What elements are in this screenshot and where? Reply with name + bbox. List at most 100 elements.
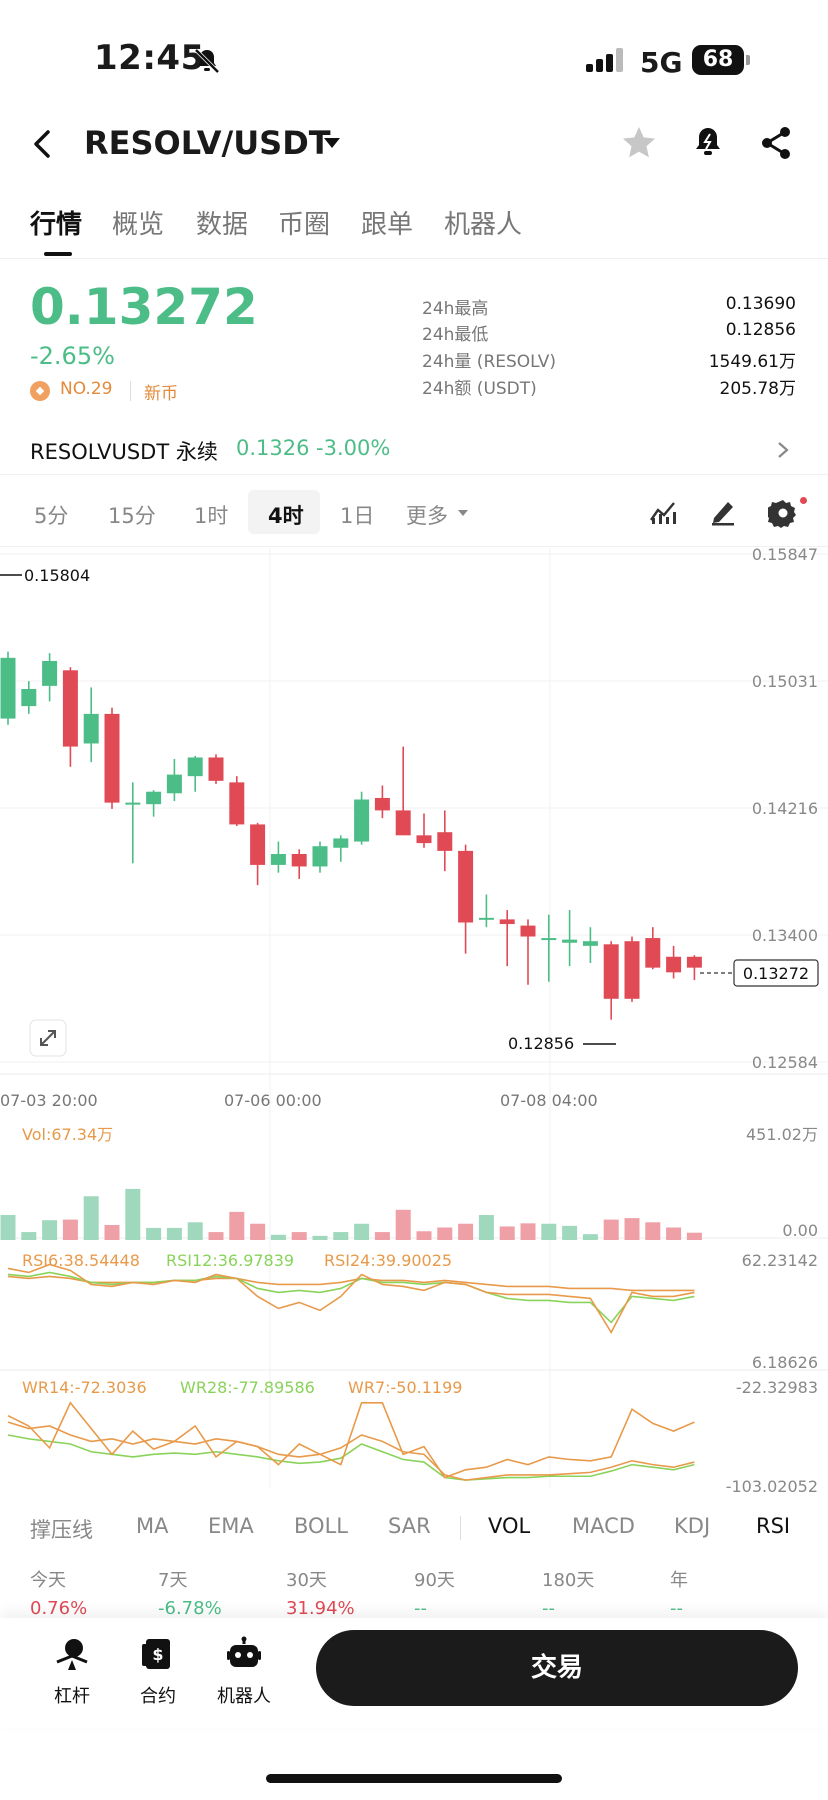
nav-label: 合约 [140, 1686, 176, 1707]
time-axis-label: 07-03 20:00 [0, 1091, 98, 1110]
indicator-tab-ema[interactable]: EMA [208, 1514, 254, 1538]
contract-icon: $ [142, 1639, 170, 1669]
candle-body [354, 799, 370, 842]
volume-bar [582, 1234, 598, 1240]
rsi-axis-label: 6.18626 [752, 1353, 818, 1372]
tab-bots[interactable]: 机器人 [444, 210, 523, 240]
new-coin-tag[interactable]: 新币 [144, 384, 178, 404]
indicator-tab-vol[interactable]: VOL [488, 1514, 531, 1538]
volume-label: Vol:67.34万 [22, 1125, 113, 1144]
timeframe-4h[interactable]: 4时 [268, 504, 304, 528]
candle-body [125, 802, 141, 805]
settings-gear-icon[interactable] [768, 498, 798, 528]
perf-value: -- [670, 1598, 683, 1619]
volume-bar [603, 1219, 619, 1240]
nav-robot[interactable]: 机器人 [204, 1636, 284, 1708]
share-icon[interactable] [758, 124, 794, 162]
candle-body [686, 956, 702, 968]
divider [460, 1516, 461, 1540]
volume-bar [478, 1214, 494, 1240]
stat-value: 205.78万 [719, 379, 796, 399]
timeframe-more[interactable]: 更多 [406, 504, 448, 528]
tab-community[interactable]: 币圈 [278, 210, 331, 240]
tab-data[interactable]: 数据 [196, 210, 249, 240]
price-axis-label: 0.15031 [752, 672, 818, 691]
indicator-tab-macd[interactable]: MACD [572, 1514, 635, 1538]
wr28-label: WR28:-77.89586 [180, 1378, 315, 1397]
volume-bar [624, 1218, 640, 1240]
draw-tool-icon[interactable] [708, 498, 738, 526]
perpetual-price: 0.1326 [236, 436, 310, 460]
volume-bar [104, 1224, 120, 1240]
tab-copy-trading[interactable]: 跟单 [361, 210, 414, 240]
expand-icon[interactable] [29, 1019, 67, 1057]
perf-label: 180天 [542, 1570, 595, 1591]
notification-dot [800, 497, 807, 504]
volume-bar [437, 1227, 453, 1240]
candle-body [166, 774, 182, 794]
perf-label: 30天 [286, 1570, 327, 1591]
bell-muted-icon [194, 48, 220, 74]
volume-bar [312, 1235, 328, 1240]
candle-body [645, 938, 661, 968]
price-alert-icon[interactable] [690, 124, 726, 162]
chevron-right-icon[interactable] [776, 440, 790, 460]
candle-body [229, 782, 245, 825]
rsi12-line [7, 1271, 695, 1324]
back-arrow-icon[interactable] [28, 124, 58, 164]
volume-bar [187, 1222, 203, 1240]
indicator-tab-boll[interactable]: BOLL [294, 1514, 348, 1538]
timeframe-15m[interactable]: 15分 [108, 504, 156, 528]
timeframe-5m[interactable]: 5分 [34, 504, 69, 528]
volume-bar [416, 1231, 432, 1240]
perf-value: 0.76% [30, 1598, 88, 1619]
candlestick-chart[interactable]: 0.15847 0.15031 0.14216 0.13400 0.12584 … [0, 548, 828, 1498]
volume-bar [0, 1214, 16, 1240]
nav-contract[interactable]: $ 合约 [118, 1636, 198, 1708]
last-price: 0.13272 [30, 278, 258, 336]
timeframe-1d[interactable]: 1日 [340, 504, 375, 528]
perf-value: -- [414, 1598, 427, 1619]
home-indicator [266, 1774, 562, 1783]
pair-title[interactable]: RESOLV/USDT [84, 124, 331, 162]
perf-label: 今天 [30, 1570, 66, 1591]
rsi24-label: RSI24:39.90025 [324, 1251, 452, 1270]
stat-label: 24h量 (RESOLV) [422, 352, 557, 372]
rsi12-label: RSI12:36.97839 [166, 1251, 294, 1270]
indicator-tab-rsi[interactable]: RSI [756, 1514, 791, 1538]
tab-market[interactable]: 行情 [30, 210, 83, 240]
volume-bar [42, 1220, 58, 1240]
candle-body [312, 846, 328, 867]
last-price-tag-box [733, 959, 819, 987]
volume-bar [125, 1188, 141, 1240]
perf-label: 90天 [414, 1570, 455, 1591]
rsi6-label: RSI6:38.54448 [22, 1251, 140, 1270]
perpetual-label[interactable]: RESOLVUSDT 永续 [30, 440, 218, 464]
candle-body [83, 713, 99, 744]
timeframe-1h[interactable]: 1时 [194, 504, 229, 528]
tab-overview[interactable]: 概览 [112, 210, 165, 240]
pair-dropdown-icon[interactable] [324, 138, 340, 148]
price-change: -2.65% [30, 342, 115, 370]
candle-body [333, 838, 349, 848]
nav-leverage[interactable]: 杠杆 [32, 1636, 112, 1708]
volume-bar [62, 1219, 78, 1240]
divider [0, 546, 828, 547]
divider [130, 381, 131, 401]
volume-bar [562, 1225, 578, 1240]
volume-bar [686, 1232, 702, 1240]
indicator-tab-support[interactable]: 撑压线 [30, 1518, 93, 1542]
volume-bar [291, 1232, 307, 1240]
indicator-icon[interactable] [648, 498, 678, 526]
candle-body [458, 850, 474, 923]
trade-button[interactable]: 交易 [316, 1630, 798, 1706]
indicator-tab-ma[interactable]: MA [136, 1514, 169, 1538]
indicator-tab-kdj[interactable]: KDJ [674, 1514, 711, 1538]
rank-badge[interactable]: NO.29 [60, 379, 113, 399]
chevron-down-icon[interactable] [458, 510, 468, 516]
stat-label: 24h最低 [422, 325, 489, 345]
price-axis-label: 0.14216 [752, 799, 818, 818]
indicator-tab-sar[interactable]: SAR [388, 1514, 431, 1538]
volume-bar [21, 1232, 37, 1240]
favorite-star-icon[interactable] [620, 124, 658, 162]
